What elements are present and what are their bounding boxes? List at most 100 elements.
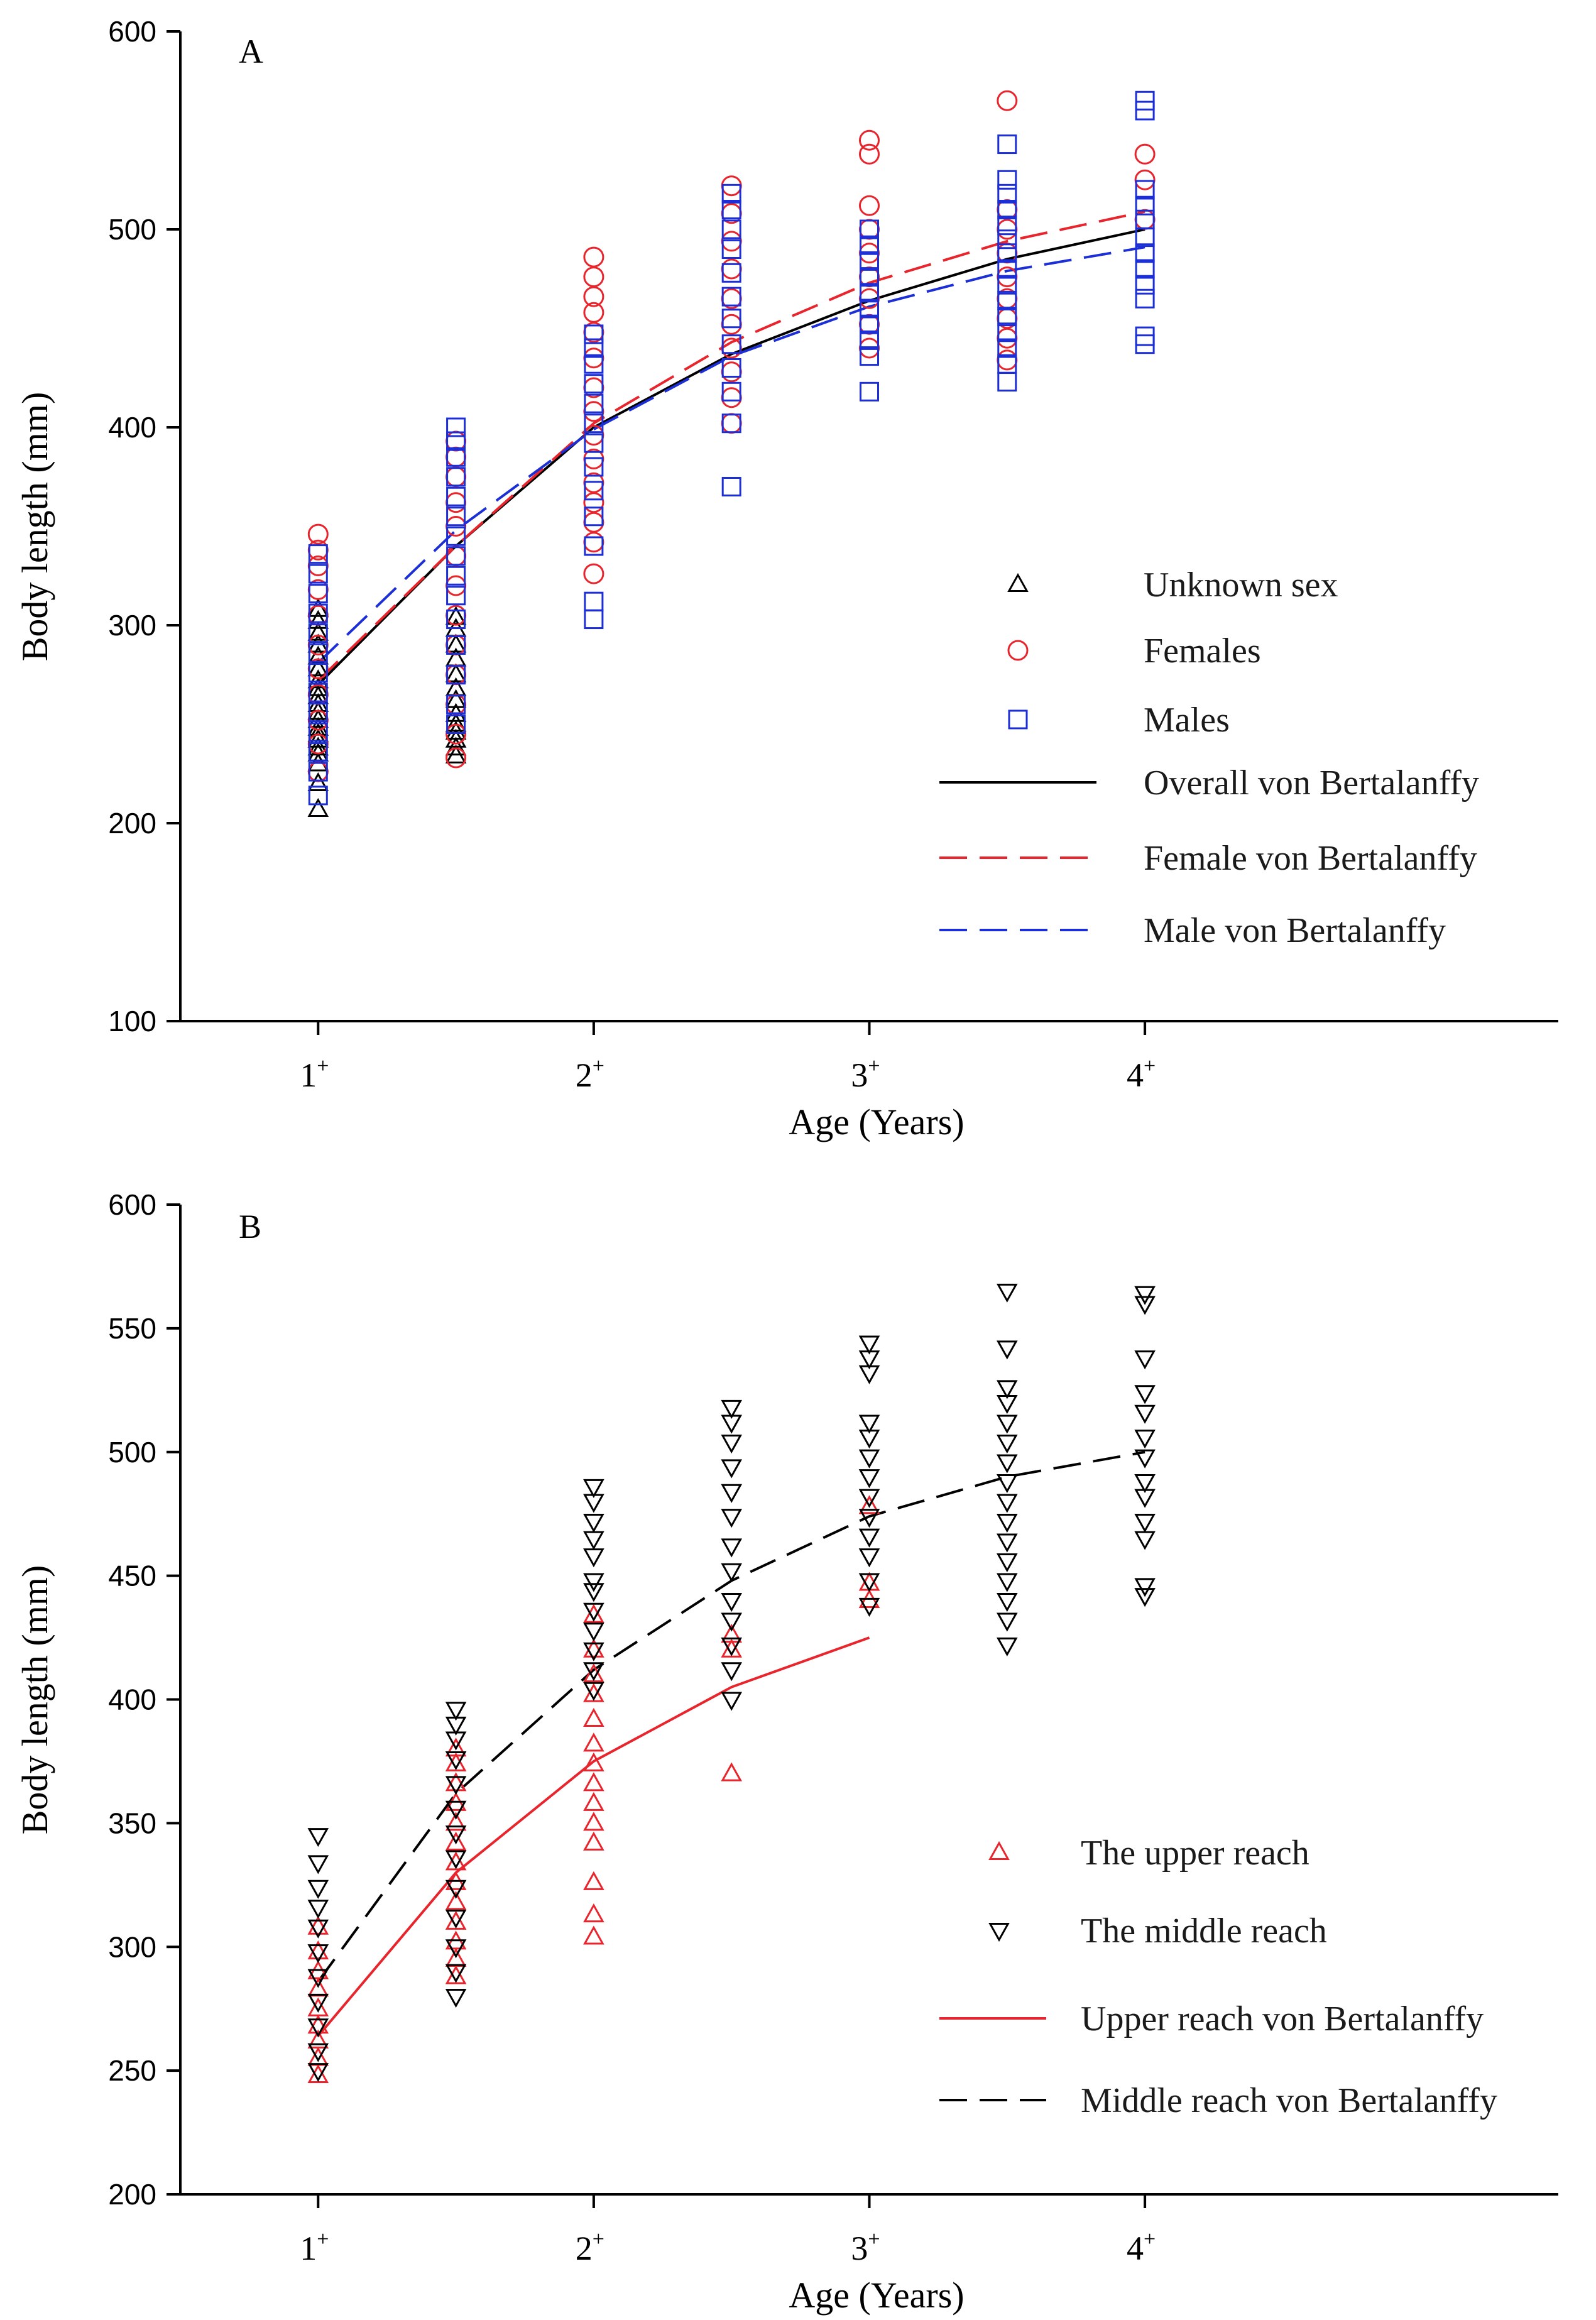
data-point: [445, 1850, 467, 1869]
panel-a-ticks: 100 200 300 400 500 600 1+ 2+ 3+ 4+: [108, 15, 1156, 1094]
data-point: [583, 1732, 604, 1752]
data-point: [996, 1494, 1018, 1513]
data-point: [1134, 1449, 1156, 1469]
data-point: [307, 2018, 329, 2038]
data-point: [721, 1459, 743, 1479]
data-point: [584, 506, 604, 527]
y-tick-label: 200: [108, 807, 156, 840]
data-point: [721, 1637, 743, 1656]
data-point: [996, 1612, 1018, 1632]
legend-swatch: [1008, 709, 1028, 730]
data-point: [584, 393, 604, 413]
data-point: [721, 287, 741, 307]
data-point: [445, 1751, 467, 1771]
data-point: [721, 1692, 743, 1711]
data-point: [583, 1925, 604, 1945]
data-point: [583, 1792, 604, 1811]
data-point: [307, 1880, 329, 1899]
legend-label: Unknown sex: [1144, 566, 1338, 605]
data-point: [860, 283, 879, 303]
data-point: [445, 1910, 467, 1930]
y-tick-label: 600: [108, 1188, 156, 1221]
data-point: [860, 219, 879, 239]
data-point: [583, 1573, 604, 1592]
data-point: [307, 1997, 329, 2016]
data-point: [446, 447, 466, 467]
data-point: [997, 354, 1017, 374]
data-point: [446, 665, 466, 685]
legend-swatch: [988, 1923, 1010, 1942]
data-point: [997, 216, 1017, 236]
data-point: [584, 481, 604, 501]
data-point: [583, 1638, 604, 1658]
y-tick-label: 400: [108, 411, 156, 444]
data-point: [583, 1683, 604, 1702]
legend-swatch: [988, 1841, 1010, 1860]
data-point: [721, 1563, 743, 1582]
data-point: [1134, 1578, 1156, 1597]
data-point: [996, 1533, 1018, 1553]
data-point: [1135, 326, 1155, 346]
data-point: [445, 1776, 467, 1795]
data-point: [997, 134, 1017, 155]
data-point: [445, 1772, 467, 1792]
data-point: [307, 1900, 329, 1919]
data-point: [721, 381, 741, 402]
data-point: [859, 143, 880, 165]
x-tick-label: 4+: [1127, 2228, 1156, 2267]
data-point: [996, 1553, 1018, 1573]
x-tick-label: 1+: [300, 1054, 329, 1094]
data-point: [996, 1283, 1018, 1303]
data-point: [859, 129, 880, 151]
data-point: [721, 219, 741, 239]
data-point: [858, 1489, 880, 1508]
data-point: [860, 314, 879, 334]
data-point: [997, 183, 1017, 204]
data-point: [307, 610, 329, 629]
data-point: [584, 374, 604, 394]
data-point: [721, 1624, 743, 1643]
data-point: [858, 1597, 880, 1617]
data-point: [721, 1484, 743, 1503]
data-point: [583, 1707, 604, 1727]
legend-label: Males: [1144, 701, 1230, 740]
y-tick-label: 500: [108, 213, 156, 246]
data-point: [858, 1495, 880, 1514]
y-tick-label: 600: [108, 15, 156, 48]
y-tick-label: 350: [108, 1807, 156, 1839]
data-point: [307, 2064, 329, 2083]
data-point: [583, 1682, 604, 1701]
data-point: [997, 307, 1017, 327]
data-point: [721, 477, 741, 496]
data-point: [860, 267, 879, 287]
data-point: [1134, 1430, 1156, 1449]
y-tick-label: 500: [108, 1436, 156, 1469]
panel-b-ticks: 200 250 300 350 400 450 500 550 600 1+ 2+ 3+ 4+: [108, 1188, 1156, 2267]
legend-swatch: [1007, 640, 1029, 661]
data-point: [721, 1612, 743, 1632]
data-point: [997, 275, 1017, 295]
data-point: [307, 1969, 329, 1988]
data-point: [307, 797, 329, 817]
panel-a-y-axis-label: Body length (mm): [14, 392, 55, 662]
data-point: [721, 1399, 743, 1419]
panel-a-x-axis-label: Age (Years): [789, 1102, 964, 1142]
data-point: [721, 413, 741, 434]
data-point: [860, 381, 879, 402]
data-point: [721, 263, 741, 283]
data-point: [721, 1509, 743, 1528]
panel-b-x-axis-label: Age (Years): [789, 2275, 964, 2316]
data-point: [307, 2015, 329, 2034]
legend-swatch: [1007, 572, 1029, 592]
data-point: [307, 1919, 329, 1939]
x-tick-label: 1+: [300, 2228, 329, 2267]
panel-b-plot-area: [180, 1205, 1558, 2194]
data-point: [997, 322, 1017, 342]
data-point: [860, 346, 879, 366]
data-point: [584, 536, 604, 556]
data-point: [1135, 90, 1155, 111]
data-point: [583, 1772, 604, 1792]
data-point: [446, 610, 466, 630]
data-point: [446, 546, 466, 566]
data-point: [583, 302, 604, 323]
